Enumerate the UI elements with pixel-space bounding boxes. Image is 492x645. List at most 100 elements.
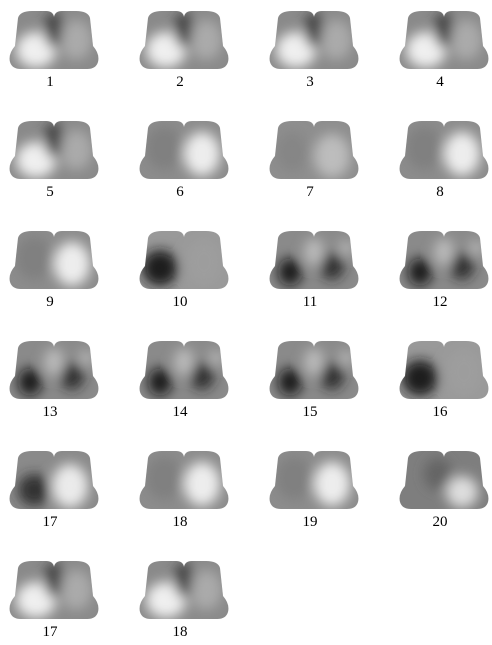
image-content [8, 338, 100, 402]
image-content [138, 338, 230, 402]
shade [60, 362, 84, 390]
panel-label: 3 [306, 74, 314, 90]
shade [446, 476, 478, 508]
panel-label: 12 [433, 294, 448, 310]
shade [424, 458, 452, 490]
panel-label: 14 [173, 404, 189, 420]
shade [434, 238, 454, 266]
face-image: 10 [138, 228, 230, 310]
shade [78, 350, 94, 366]
shade [320, 20, 352, 60]
face-image: 6 [138, 118, 230, 200]
shade [190, 20, 222, 60]
face-image: 12 [398, 228, 490, 310]
face-image: 5 [8, 118, 100, 200]
face-image: 2 [138, 8, 230, 90]
shade [18, 368, 42, 396]
face-image: 13 [8, 338, 100, 420]
shade [184, 238, 224, 286]
panel-label: 6 [176, 184, 184, 200]
face-image: 18 [138, 448, 230, 530]
shade [184, 132, 220, 176]
shade [184, 462, 220, 506]
panel-label: 9 [46, 294, 54, 310]
shade [60, 570, 92, 610]
image-content [8, 448, 100, 512]
face-image: 14 [138, 338, 230, 420]
face-image: 19 [268, 448, 360, 530]
image-content [138, 8, 230, 72]
face-image: 17 [8, 558, 100, 640]
shade [276, 132, 308, 172]
shade [276, 456, 312, 500]
shade [44, 348, 64, 376]
image-content [398, 338, 490, 402]
panel-label: 1 [46, 74, 54, 90]
face-image: 8 [398, 118, 490, 200]
shade [406, 126, 442, 170]
shade [278, 368, 302, 396]
panel-label: 18 [173, 624, 188, 640]
shade [444, 132, 480, 176]
panel-label: 19 [303, 514, 318, 530]
shade [190, 570, 222, 610]
face-image: 18 [138, 558, 230, 640]
panel-label: 15 [303, 404, 318, 420]
shade [208, 350, 224, 366]
face-image: 20 [398, 448, 490, 530]
shade [146, 126, 182, 170]
shade [304, 348, 324, 376]
face-image: 3 [268, 8, 360, 90]
image-content [398, 228, 490, 292]
image-content [398, 448, 490, 512]
face-image: 9 [8, 228, 100, 310]
panel-label: 18 [173, 514, 188, 530]
image-content [8, 558, 100, 622]
image-content [138, 118, 230, 182]
shade [402, 360, 438, 396]
shade [314, 134, 350, 178]
shade [146, 456, 182, 500]
shade [60, 20, 92, 60]
shade [60, 130, 92, 170]
panel-label: 2 [176, 74, 184, 90]
panel-label: 13 [43, 404, 58, 420]
panel-label: 10 [173, 294, 188, 310]
shade [314, 462, 350, 506]
face-image: 17 [8, 448, 100, 530]
face-image: 11 [268, 228, 360, 310]
face-image: 1 [8, 8, 100, 90]
panel-label: 17 [43, 514, 59, 530]
panel-label: 7 [306, 184, 314, 200]
shade [278, 258, 302, 286]
face-image: 15 [268, 338, 360, 420]
face-image: 16 [398, 338, 490, 420]
panel-label: 5 [46, 184, 54, 200]
image-content [398, 118, 490, 182]
shade [304, 238, 324, 266]
image-content [8, 118, 100, 182]
shade [54, 242, 90, 286]
image-content [138, 448, 230, 512]
face-image: 4 [398, 8, 490, 90]
shade [18, 474, 50, 506]
face-image: 7 [268, 118, 360, 200]
shade [450, 252, 474, 280]
shade [338, 240, 354, 256]
image-content [268, 338, 360, 402]
image-content [268, 8, 360, 72]
shade [320, 252, 344, 280]
image-content [138, 228, 230, 292]
shade [408, 258, 432, 286]
panel-label: 20 [433, 514, 448, 530]
image-content [8, 228, 100, 292]
shade [468, 240, 484, 256]
figure: 12345678910111213141516171819201718 [0, 0, 492, 640]
image-content [138, 558, 230, 622]
shade [16, 236, 52, 280]
panel-label: 17 [43, 624, 59, 640]
shade [444, 348, 484, 396]
image-content [268, 118, 360, 182]
shade [52, 464, 88, 508]
shade [450, 20, 482, 60]
